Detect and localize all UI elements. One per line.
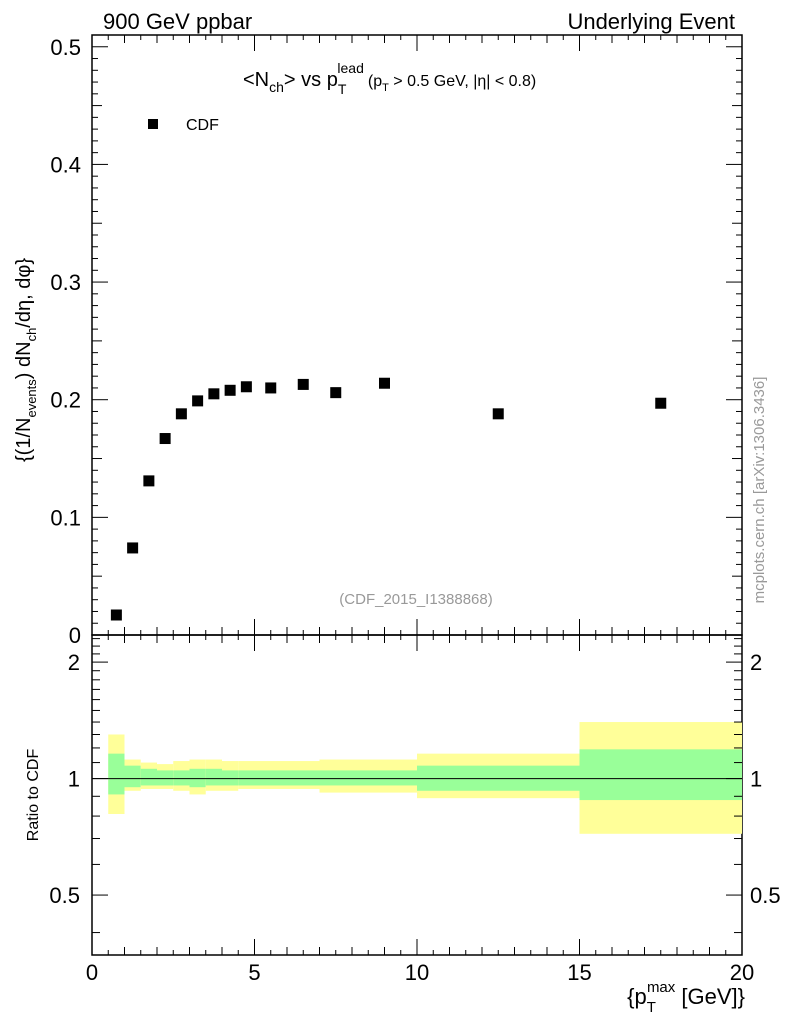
y-tick-label: 0.2 [50, 388, 81, 413]
header-right: Underlying Event [567, 9, 735, 34]
data-point-6 [208, 388, 220, 400]
data-point-10 [297, 378, 309, 390]
ratio-band-inner-11 [319, 770, 352, 786]
ratio-band-inner-7 [222, 770, 239, 786]
title-part-cut-rest: > 0.5 GeV, |η| < 0.8) [389, 73, 536, 90]
title-part-cut-T: T [382, 82, 389, 94]
ratio-band-inner-10 [287, 770, 320, 786]
data-point-12 [379, 377, 390, 389]
legend-marker-cdf [148, 119, 158, 129]
header-left: 900 GeV ppbar [103, 9, 252, 34]
analysis-tag: (CDF_2015_I1388868) [339, 591, 492, 608]
data-points [110, 377, 667, 621]
ratio-band-inner-9 [254, 770, 287, 786]
y-tick-label: 0.3 [50, 270, 81, 295]
x-axis-label: {pTmax [GeV]} [627, 979, 745, 1016]
ratio-band-inner-2 [140, 768, 157, 786]
ratio-band-inner-0 [108, 753, 125, 795]
x-tick-label: 20 [730, 960, 754, 985]
title-part-gt-vs: > vs p [284, 69, 338, 91]
ratio-y-tick-label-right: 1 [750, 767, 762, 792]
ratio-band-inner-8 [238, 770, 255, 786]
ratio-band-inner-14 [579, 749, 742, 801]
data-point-9 [265, 382, 277, 394]
xlabel-part-max: max [647, 979, 676, 996]
xlabel-part-rest: [GeV]} [675, 984, 745, 1009]
xlabel-part-open: {p [627, 984, 647, 1009]
axis-ticks [91, 34, 743, 955]
title-part-lt: <N [243, 69, 269, 91]
data-point-11 [330, 387, 342, 399]
data-point-1 [127, 542, 139, 554]
ratio-band-inner-6 [205, 768, 222, 786]
y-tick-label: 0.5 [50, 35, 81, 60]
title-part-T: T [338, 81, 347, 97]
ratio-y-label: Ratio to CDF [25, 749, 42, 842]
legend-label-cdf: CDF [186, 117, 219, 134]
x-tick-label: 5 [248, 960, 260, 985]
ylabel-part-ch: ch [24, 328, 39, 342]
data-point-0 [110, 609, 122, 621]
ratio-band-inner-1 [124, 765, 141, 788]
ylabel-part-c: /dη, dφ} [13, 258, 35, 328]
ratio-y-tick-label-left: 2 [68, 650, 80, 675]
data-point-3 [159, 433, 171, 445]
data-point-14 [655, 397, 667, 409]
x-tick-label: 15 [567, 960, 591, 985]
ratio-y-tick-label-left: 0.5 [49, 883, 80, 908]
ratio-y-tick-label-right: 0.5 [750, 883, 781, 908]
title-part-lead: lead [337, 60, 363, 76]
ylabel-part-events: events [24, 379, 39, 418]
y-tick-label: 0.4 [50, 152, 81, 177]
ratio-y-tick-label-left: 1 [68, 767, 80, 792]
axis-tick-labels: 0 5 10 15 20 0 0.1 0.2 0.3 0.4 0.5 0.5 0.5 1 1 2 2 [49, 35, 780, 985]
y-tick-label: 0 [69, 623, 81, 648]
y-tick-label: 0.1 [50, 505, 81, 530]
ratio-y-tick-label-right: 2 [750, 650, 762, 675]
y-axis-label: {(1/Nevents) dNch/dη, dφ} [13, 258, 39, 462]
data-point-13 [492, 408, 504, 420]
ratio-band-inner-3 [157, 770, 174, 786]
data-point-4 [175, 408, 187, 420]
x-tick-label: 10 [405, 960, 429, 985]
chart-title: <Nch> vs pTlead(pT > 0.5 GeV, |η| < 0.8) [243, 60, 536, 97]
title-part-ch: ch [269, 79, 284, 95]
ratio-band-inner-4 [173, 770, 190, 786]
title-part-cut-open: (p [368, 73, 382, 90]
ratio-band-inner-12 [352, 770, 417, 786]
data-point-7 [224, 384, 236, 396]
xlabel-part-T: T [647, 999, 656, 1016]
data-point-8 [240, 381, 252, 393]
ylabel-part-a: {(1/N [13, 418, 35, 462]
ylabel-part-b: ) dN [13, 341, 35, 379]
data-point-2 [143, 475, 155, 487]
ratio-band-inner-5 [189, 768, 206, 788]
data-point-5 [192, 395, 204, 407]
ratio-bands [108, 722, 742, 834]
x-tick-label: 0 [86, 960, 98, 985]
side-label: mcplots.cern.ch [arXiv:1306.3436] [751, 377, 768, 604]
